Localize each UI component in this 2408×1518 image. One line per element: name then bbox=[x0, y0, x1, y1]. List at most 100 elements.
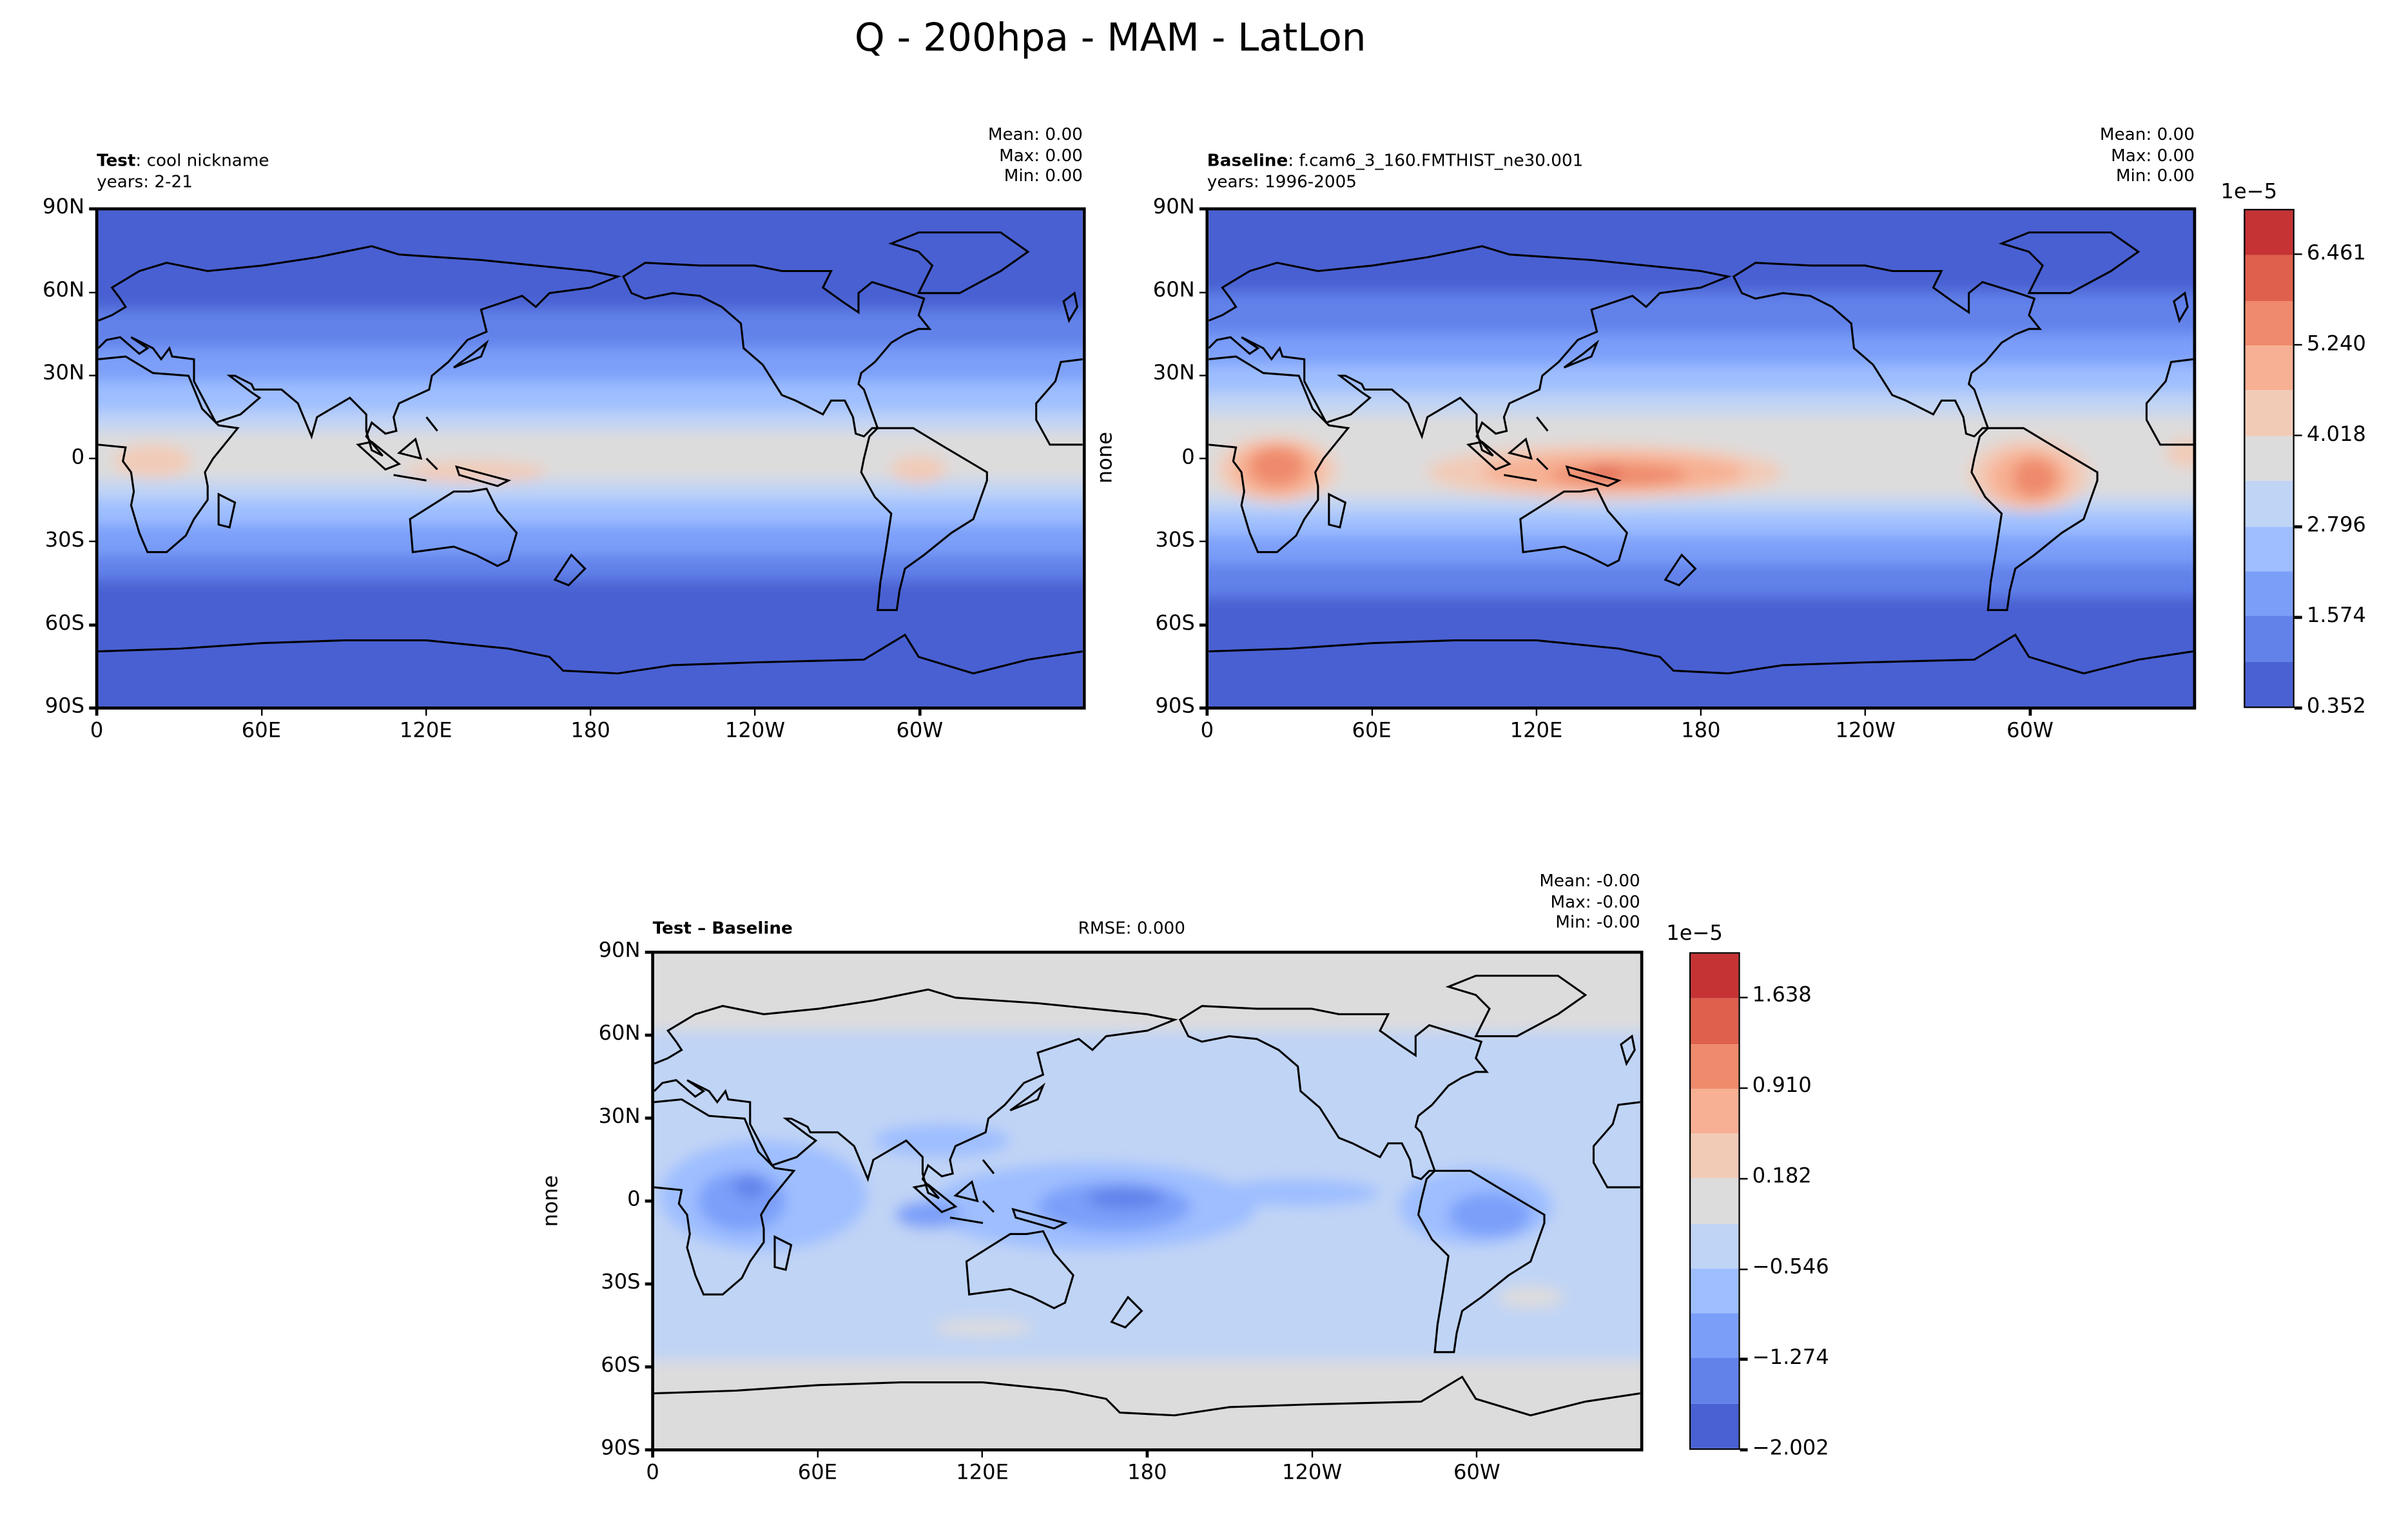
colorbar-tick-label: 5.240 bbox=[2306, 331, 2366, 356]
y-tick-mark bbox=[89, 540, 97, 543]
test-max: Max: 0.00 bbox=[999, 145, 1083, 166]
y-tick-label: 60N bbox=[1152, 278, 1195, 303]
y-tick-mark bbox=[1199, 374, 1207, 376]
y-tick-label: 30S bbox=[44, 527, 85, 552]
colorbar-band bbox=[2245, 300, 2293, 346]
y-tick-mark bbox=[1199, 623, 1207, 626]
colorbar-tick-label: 2.796 bbox=[2306, 512, 2366, 538]
x-tick-label: 0 bbox=[1200, 719, 1214, 744]
colorbar-tick-label: 0.910 bbox=[1752, 1074, 1812, 1099]
y-tick-mark bbox=[1199, 540, 1207, 543]
y-tick-mark bbox=[89, 208, 97, 210]
baseline-ylabel: none bbox=[1093, 431, 1118, 484]
diff-map bbox=[651, 950, 1644, 1452]
y-tick-mark bbox=[1199, 208, 1207, 210]
colorbar-tick-mark bbox=[2294, 706, 2302, 710]
colorbar-tick-label: 1.574 bbox=[2306, 603, 2366, 628]
y-tick-label: 0 bbox=[627, 1187, 641, 1212]
colorbar-tick-mark bbox=[2294, 525, 2302, 528]
y-tick-label: 30N bbox=[43, 361, 85, 386]
x-tick-label: 60E bbox=[797, 1460, 838, 1486]
baseline-colorbar bbox=[2244, 209, 2295, 708]
diff-max: Max: -0.00 bbox=[1550, 891, 1640, 912]
x-tick-mark bbox=[754, 708, 757, 716]
y-tick-label: 90N bbox=[1152, 195, 1195, 220]
colorbar-band bbox=[2245, 391, 2293, 436]
x-tick-mark bbox=[425, 708, 427, 716]
y-tick-mark bbox=[89, 706, 97, 710]
x-tick-mark bbox=[1475, 1450, 1479, 1458]
x-tick-label: 120W bbox=[1281, 1460, 1343, 1486]
x-tick-mark bbox=[95, 708, 98, 716]
test-title-case: : cool nickname bbox=[135, 150, 269, 171]
x-tick-mark bbox=[1700, 708, 1702, 716]
y-tick-label: 90S bbox=[601, 1435, 641, 1461]
y-tick-mark bbox=[645, 1448, 653, 1451]
x-tick-label: 0 bbox=[90, 719, 104, 744]
y-tick-mark bbox=[645, 951, 653, 953]
colorbar-band bbox=[2245, 571, 2293, 617]
y-tick-label: 60S bbox=[601, 1353, 641, 1378]
y-tick-mark bbox=[645, 1034, 653, 1036]
x-tick-mark bbox=[1535, 708, 1538, 716]
colorbar-band bbox=[1691, 1313, 1739, 1359]
x-tick-mark bbox=[1146, 1450, 1149, 1458]
baseline-min: Min: 0.00 bbox=[2115, 166, 2195, 186]
baseline-stats: Mean: 0.00 Max: 0.00 Min: 0.00 bbox=[2100, 124, 2195, 186]
test-stats: Mean: 0.00 Max: 0.00 Min: 0.00 bbox=[988, 124, 1083, 186]
test-mean: Mean: 0.00 bbox=[987, 124, 1083, 144]
colorbar-band bbox=[2245, 210, 2293, 256]
baseline-title-case: : f.cam6_3_160.FMTHIST_ne30.001 bbox=[1288, 150, 1584, 171]
test-min: Min: 0.00 bbox=[1004, 166, 1083, 186]
test-panel-title: Test: cool nickname bbox=[97, 151, 269, 171]
colorbar-tick-label: 4.018 bbox=[2306, 422, 2366, 447]
y-tick-mark bbox=[645, 1366, 653, 1368]
baseline-map bbox=[1205, 207, 2197, 710]
baseline-max: Max: 0.00 bbox=[2111, 145, 2195, 166]
x-tick-label: 120W bbox=[724, 719, 786, 744]
x-tick-mark bbox=[589, 708, 592, 716]
x-tick-label: 120E bbox=[399, 719, 452, 744]
diff-min: Min: -0.00 bbox=[1555, 912, 1640, 933]
colorbar-tick-mark bbox=[1740, 1268, 1748, 1270]
colorbar-band bbox=[1691, 953, 1739, 999]
y-tick-label: 30N bbox=[1152, 361, 1195, 386]
colorbar-band bbox=[1691, 1088, 1739, 1134]
y-tick-label: 30S bbox=[1155, 527, 1195, 552]
diff-rmse: RMSE: 0.000 bbox=[1078, 918, 1185, 939]
y-tick-label: 90S bbox=[1155, 694, 1195, 719]
x-tick-mark bbox=[918, 708, 921, 716]
figure-title: Q - 200hpa - MAM - LatLon bbox=[854, 15, 1366, 60]
x-tick-mark bbox=[652, 1450, 654, 1458]
baseline-panel-title: Baseline: f.cam6_3_160.FMTHIST_ne30.001 bbox=[1207, 151, 1584, 171]
x-tick-mark bbox=[2029, 708, 2032, 716]
y-tick-mark bbox=[645, 1200, 653, 1202]
y-tick-mark bbox=[645, 1283, 653, 1285]
colorbar-tick-mark bbox=[1740, 997, 1748, 999]
x-tick-label: 120W bbox=[1835, 719, 1896, 744]
diff-colorbar-scale: 1e−5 bbox=[1666, 921, 1723, 946]
diff-stats: Mean: -0.00 Max: -0.00 Min: -0.00 bbox=[1539, 871, 1640, 933]
x-tick-label: 180 bbox=[570, 719, 610, 744]
x-tick-label: 0 bbox=[646, 1460, 659, 1486]
diff-colorbar bbox=[1689, 952, 1740, 1450]
test-title-bold: Test bbox=[97, 150, 136, 171]
x-tick-label: 60E bbox=[1352, 719, 1392, 744]
colorbar-tick-label: 6.461 bbox=[2306, 240, 2366, 266]
baseline-years: years: 1996-2005 bbox=[1207, 171, 1357, 192]
diff-mean: Mean: -0.00 bbox=[1539, 870, 1640, 891]
colorbar-band bbox=[2245, 616, 2293, 661]
colorbar-band bbox=[2245, 345, 2293, 391]
colorbar-band bbox=[1691, 1044, 1739, 1089]
y-tick-label: 0 bbox=[1181, 444, 1195, 469]
diff-panel-title: Test – Baseline bbox=[652, 918, 793, 939]
x-tick-mark bbox=[1311, 1450, 1314, 1458]
colorbar-tick-label: −1.274 bbox=[1752, 1345, 1829, 1370]
y-tick-label: 90S bbox=[44, 694, 85, 719]
colorbar-band bbox=[1691, 1178, 1739, 1224]
y-tick-label: 60S bbox=[44, 610, 85, 636]
y-tick-mark bbox=[645, 1117, 653, 1120]
y-tick-mark bbox=[89, 374, 97, 376]
x-tick-label: 60W bbox=[1453, 1460, 1500, 1486]
